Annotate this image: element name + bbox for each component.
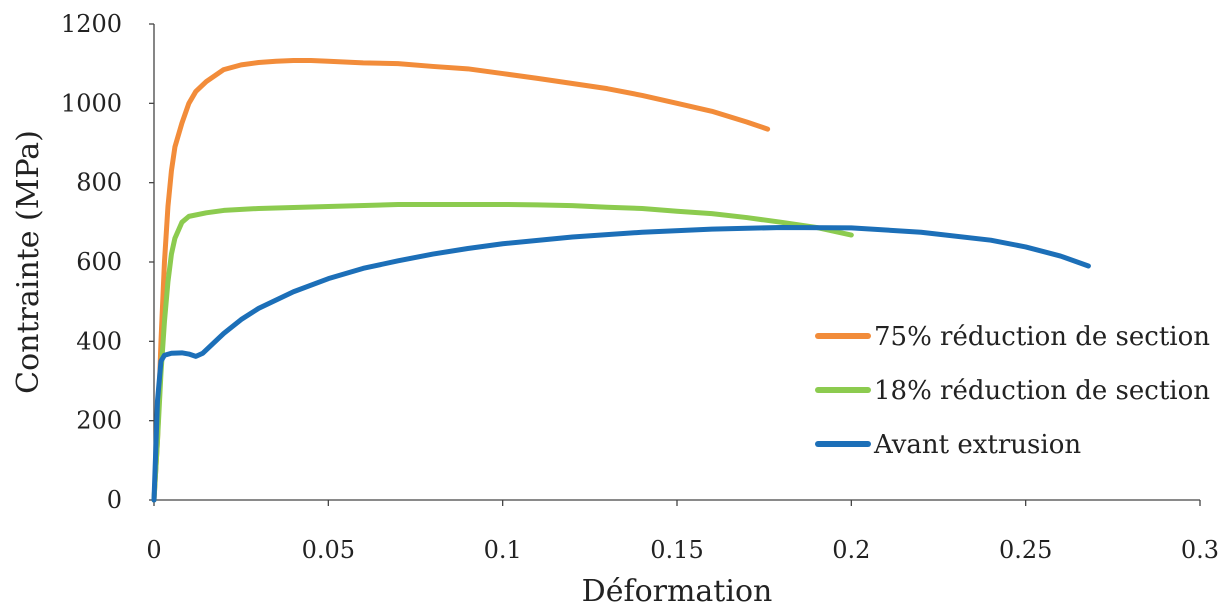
series-line-avant-extrusion xyxy=(151,224,1091,503)
x-tick-label: 0 xyxy=(146,536,161,564)
y-tick-label: 0 xyxy=(107,486,122,514)
series-line-75pct xyxy=(151,57,771,503)
y-tick-label: 600 xyxy=(76,248,122,276)
series-layer xyxy=(151,57,1091,503)
x-axis-title: Déformation xyxy=(582,574,773,608)
y-tick-label: 200 xyxy=(76,407,122,435)
y-tick-label: 800 xyxy=(76,169,122,197)
legend: 75% réduction de section 18% réduction d… xyxy=(815,322,1210,460)
legend-entry-75pct: 75% réduction de section xyxy=(815,322,1210,352)
y-tick-label: 400 xyxy=(76,327,122,355)
x-tick-label: 0.3 xyxy=(1181,536,1219,564)
plot-area: 0 200 400 600 800 1000 1200 0 0.05 0.1 0.15 0.2 0.2… xyxy=(61,10,1219,564)
y-tick-label: 1000 xyxy=(61,89,122,117)
y-tick-label: 1200 xyxy=(61,10,122,38)
x-tick-label: 0.05 xyxy=(302,536,355,564)
legend-label-18pct: 18% réduction de section xyxy=(874,376,1210,406)
y-axis-ticks: 0 200 400 600 800 1000 1200 xyxy=(61,10,154,514)
legend-entry-18pct: 18% réduction de section xyxy=(815,376,1210,406)
x-axis-ticks: 0 0.05 0.1 0.15 0.2 0.25 0.3 xyxy=(146,500,1219,564)
x-tick-label: 0.1 xyxy=(484,536,522,564)
legend-label-avant-extrusion: Avant extrusion xyxy=(873,430,1081,460)
x-tick-label: 0.25 xyxy=(999,536,1052,564)
series-line-18pct xyxy=(151,201,854,503)
legend-entry-avant-extrusion: Avant extrusion xyxy=(815,430,1081,460)
x-tick-label: 0.2 xyxy=(832,536,870,564)
x-tick-label: 0.15 xyxy=(650,536,703,564)
legend-label-75pct: 75% réduction de section xyxy=(874,322,1210,352)
y-axis-title: Contrainte (MPa) xyxy=(11,130,46,394)
